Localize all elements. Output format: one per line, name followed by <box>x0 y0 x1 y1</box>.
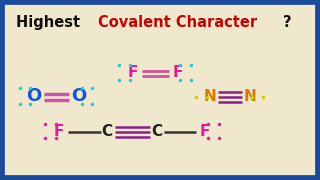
Text: C: C <box>151 124 162 139</box>
Text: F: F <box>54 124 64 139</box>
Text: O: O <box>26 87 41 105</box>
Text: O: O <box>71 87 86 105</box>
Text: N: N <box>203 89 216 104</box>
Text: Covalent Character: Covalent Character <box>98 15 257 30</box>
Text: ?: ? <box>283 15 292 30</box>
Text: F: F <box>200 124 210 139</box>
Text: F: F <box>128 65 138 80</box>
Text: Highest: Highest <box>16 15 85 30</box>
Text: C: C <box>102 124 113 139</box>
Text: F: F <box>172 65 183 80</box>
Text: N: N <box>243 89 256 104</box>
